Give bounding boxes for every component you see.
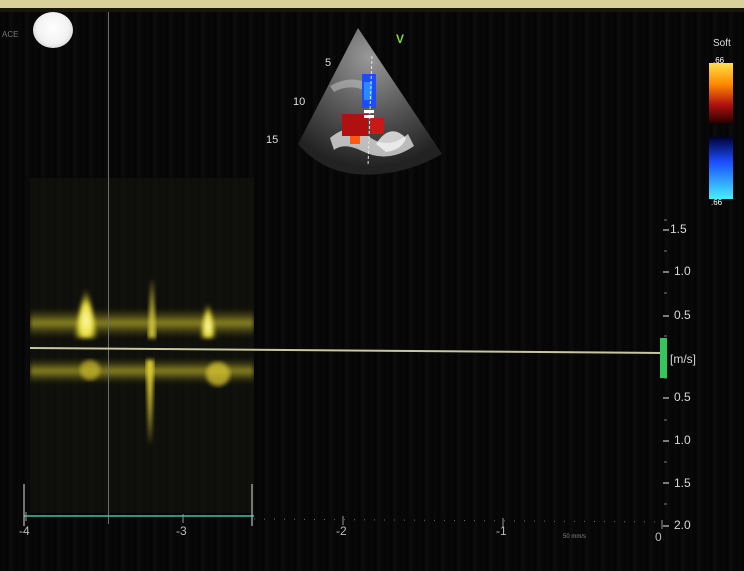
velocity-label: 2.0: [674, 518, 691, 532]
view-label: V: [396, 32, 405, 46]
record-indicator-icon[interactable]: [33, 12, 73, 48]
flow-red: [350, 136, 360, 144]
velocity-label: 1.0: [674, 433, 691, 447]
doppler-reverse-peak: [146, 360, 154, 446]
time-label: 0: [655, 530, 662, 544]
filter-label: Soft: [713, 38, 731, 49]
time-label: -1: [496, 524, 507, 538]
color-scale-max: .66: [713, 56, 725, 65]
velocity-unit: [m/s]: [670, 352, 696, 366]
baseline-marker[interactable]: [660, 338, 667, 378]
time-cursor[interactable]: [108, 12, 109, 524]
time-label: -3: [176, 524, 187, 538]
depth-label: 5: [325, 57, 332, 69]
doppler-reverse-blob: [80, 360, 100, 380]
top-border: [0, 0, 744, 8]
time-label: -2: [336, 524, 347, 538]
sector-tissue: [330, 79, 370, 92]
velocity-label: 1.0: [674, 264, 691, 278]
spectral-doppler-trace: [30, 178, 254, 513]
sweep-speed-label: 50 mm/s: [563, 534, 587, 540]
doppler-peak: [74, 282, 98, 338]
sample-gate[interactable]: [364, 110, 374, 113]
time-label: -4: [19, 524, 30, 538]
color-scale-negative: [709, 137, 733, 199]
flow-red: [370, 118, 384, 134]
forward-flow-band: [30, 308, 254, 338]
doppler-noise-bg: [30, 178, 254, 513]
color-doppler-sector: [298, 28, 442, 175]
velocity-label: 0.5: [674, 390, 691, 404]
mode-label: ACE: [2, 30, 19, 39]
color-scale-bar: [709, 63, 733, 199]
doppler-reverse-blob: [206, 362, 230, 386]
sample-gate[interactable]: [364, 115, 374, 118]
flow-blue: [364, 82, 372, 100]
doppler-peak: [200, 298, 216, 338]
doppler-peak: [148, 278, 156, 338]
color-scale-min: .66: [711, 198, 723, 207]
depth-label: 10: [293, 96, 306, 108]
velocity-label: 1.5: [670, 222, 687, 236]
flow-red: [342, 114, 368, 136]
depth-label: 15: [266, 134, 279, 146]
velocity-label: 1.5: [674, 476, 691, 490]
velocity-label: 0.5: [674, 308, 691, 322]
sector-tissue: [376, 131, 406, 152]
color-scale-positive: [709, 63, 733, 123]
top-border-shadow: [0, 8, 744, 12]
